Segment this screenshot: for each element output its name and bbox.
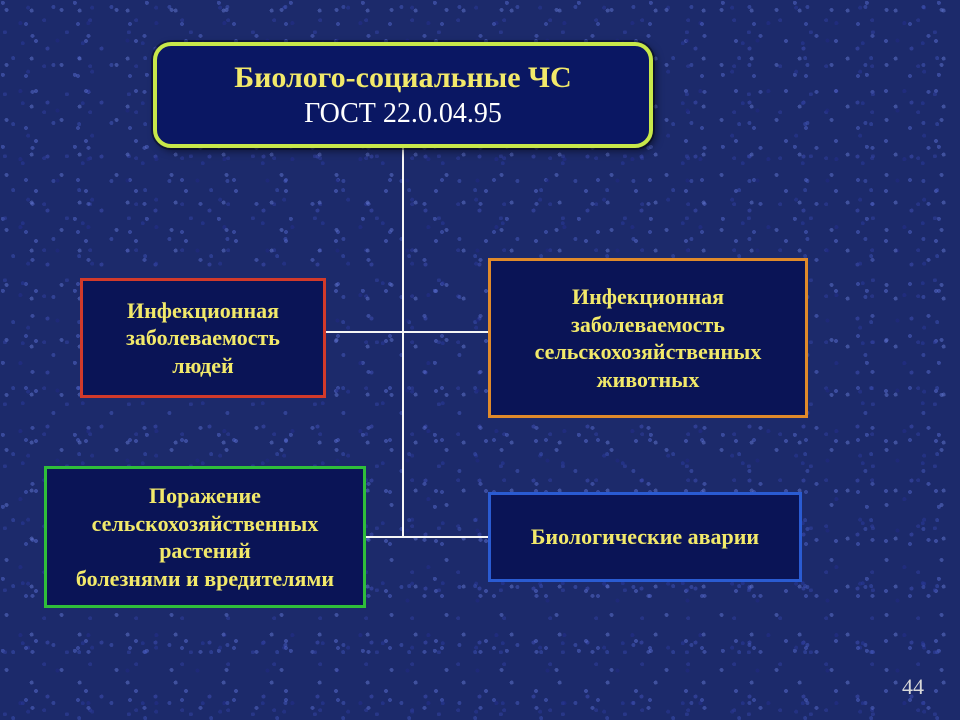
child-box-line: людей: [172, 352, 233, 380]
child-box-line: животных: [597, 366, 700, 394]
child-box-bio-accidents: Биологические аварии: [488, 492, 802, 582]
child-box-line: растений: [159, 537, 251, 565]
child-box-line: сельскохозяйственных: [535, 338, 762, 366]
page-number: 44: [902, 674, 924, 700]
child-box-line: заболеваемость: [571, 311, 725, 339]
child-box-line: Поражение: [149, 482, 261, 510]
root-title: Биолого-социальные ЧС: [234, 59, 571, 97]
child-box-line: болезнями и вредителями: [76, 565, 334, 593]
child-box-plants: Поражениесельскохозяйственныхрастенийбол…: [44, 466, 366, 608]
root-box: Биолого-социальные ЧС ГОСТ 22.0.04.95: [153, 42, 653, 148]
child-box-line: Инфекционная: [127, 297, 279, 325]
child-box-line: сельскохозяйственных: [92, 510, 319, 538]
child-box-line: заболеваемость: [126, 324, 280, 352]
child-box-line: Биологические аварии: [531, 523, 759, 551]
child-box-infect-people: Инфекционнаязаболеваемостьлюдей: [80, 278, 326, 398]
root-subtitle: ГОСТ 22.0.04.95: [304, 96, 502, 131]
child-box-line: Инфекционная: [572, 283, 724, 311]
child-box-infect-animals: Инфекционнаязаболеваемостьсельскохозяйст…: [488, 258, 808, 418]
slide: Биолого-социальные ЧС ГОСТ 22.0.04.95 44…: [0, 0, 960, 720]
